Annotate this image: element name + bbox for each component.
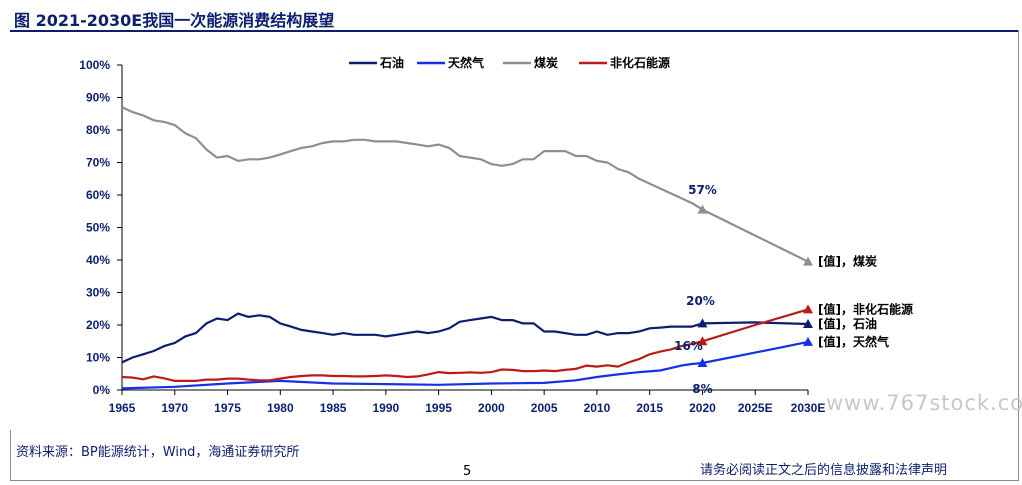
watermark: www.767stock.com xyxy=(826,391,1022,415)
data-point-marker xyxy=(803,304,813,314)
x-tick-label: 2015 xyxy=(636,401,663,415)
data-annotation: 16% xyxy=(674,339,703,353)
series-end-label: [值]，煤炭 xyxy=(818,254,877,269)
frame-border-left xyxy=(10,430,11,480)
series-end-label: [值]，石油 xyxy=(818,316,877,331)
page-number: 5 xyxy=(463,464,472,479)
legend-label: 天然气 xyxy=(448,55,484,70)
x-tick-label: 2000 xyxy=(478,401,505,415)
series-line-1 xyxy=(121,340,809,390)
y-tick-label: 60% xyxy=(86,188,110,202)
disclaimer-note: 请务必阅读正文之后的信息披露和法律声明 xyxy=(700,463,948,478)
legend-label: 非化石能源 xyxy=(610,55,670,70)
x-tick-label: 1965 xyxy=(109,401,136,415)
data-point-marker xyxy=(697,318,708,328)
series-end-label: [值]，非化石能源 xyxy=(818,301,913,316)
data-annotation: 8% xyxy=(692,382,712,396)
x-tick-label: 1970 xyxy=(161,401,188,415)
y-tick-label: 0% xyxy=(93,383,111,397)
legend-label: 煤炭 xyxy=(534,55,558,70)
frame-border-right xyxy=(1018,30,1019,480)
data-point-marker xyxy=(697,336,708,346)
series-line-0 xyxy=(121,312,809,364)
y-tick-label: 70% xyxy=(86,156,110,170)
data-annotation: 20% xyxy=(686,294,715,308)
x-tick-label: 2025E xyxy=(738,401,773,415)
x-tick-label: 2020 xyxy=(689,401,716,415)
y-tick-label: 10% xyxy=(86,351,110,365)
series-line-2 xyxy=(121,106,809,263)
x-tick-label: 1995 xyxy=(425,401,452,415)
data-point-marker xyxy=(697,358,708,368)
x-tick-label: 1985 xyxy=(320,401,347,415)
series-end-label: [值]，天然气 xyxy=(818,334,889,349)
data-annotation: 57% xyxy=(688,183,717,197)
x-tick-label: 2030E xyxy=(791,401,826,415)
legend-label: 石油 xyxy=(379,55,404,70)
chart-title: 图 2021-2030E我国一次能源消费结构展望 xyxy=(14,11,335,30)
series-line-3 xyxy=(121,308,809,382)
y-tick-label: 80% xyxy=(86,123,110,137)
data-point-marker xyxy=(803,319,813,329)
data-point-marker xyxy=(803,336,813,346)
x-tick-label: 1980 xyxy=(267,401,294,415)
y-tick-label: 20% xyxy=(86,318,110,332)
x-tick-label: 2005 xyxy=(531,401,558,415)
x-tick-label: 2010 xyxy=(584,401,611,415)
title-divider xyxy=(10,30,1018,32)
y-tick-label: 50% xyxy=(86,221,110,235)
frame-border-bottom xyxy=(10,480,1019,481)
y-tick-label: 30% xyxy=(86,286,110,300)
source-note: 资料来源：BP能源统计，Wind，海通证券研究所 xyxy=(16,445,300,460)
data-point-marker xyxy=(803,256,813,266)
x-tick-label: 1990 xyxy=(372,401,399,415)
data-point-marker xyxy=(697,204,708,214)
x-tick-label: 1975 xyxy=(214,401,241,415)
y-tick-label: 40% xyxy=(86,253,110,267)
y-tick-label: 100% xyxy=(79,58,110,72)
y-tick-label: 90% xyxy=(86,91,110,105)
